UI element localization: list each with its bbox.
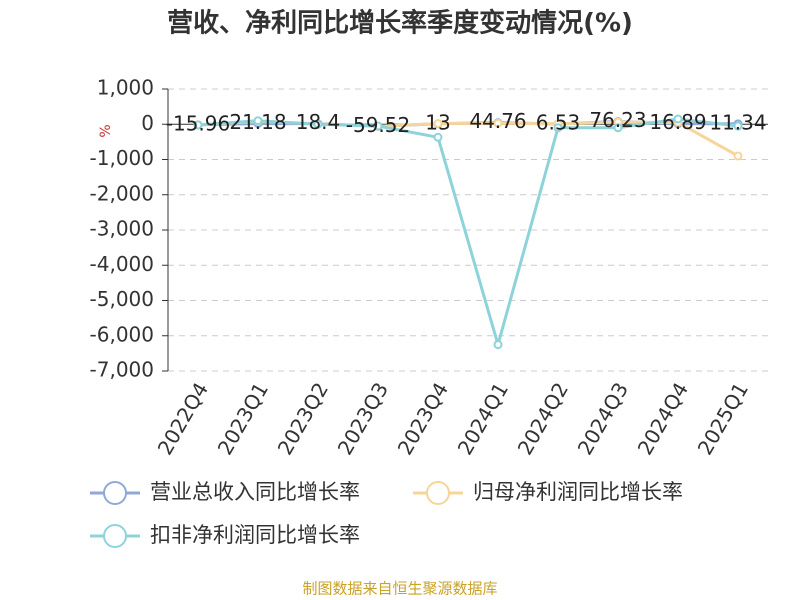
data-label: 16.89 — [649, 110, 706, 134]
x-tick-label: 2024Q3 — [573, 378, 633, 459]
data-point — [733, 151, 743, 161]
data-label: 13 — [425, 110, 450, 134]
data-point — [613, 123, 623, 133]
y-tick-label: 0 — [141, 111, 154, 135]
data-point — [673, 114, 683, 124]
legend-label: 营业总收入同比增长率 — [150, 480, 360, 504]
data-point — [553, 123, 563, 133]
legend-label: 归母净利润同比增长率 — [473, 480, 683, 504]
source-note: 制图数据来自恒生聚源数据库 — [302, 580, 497, 598]
data-label: -59.52 — [346, 113, 410, 137]
legend-marker — [426, 481, 450, 505]
data-point — [493, 340, 503, 350]
legend-label: 扣非净利润同比增长率 — [150, 523, 360, 547]
x-tick-label: 2024Q4 — [633, 378, 693, 459]
data-label: 21.18 — [229, 110, 286, 134]
y-tick-label: 1,000 — [97, 76, 154, 100]
x-tick-label: 2022Q4 — [153, 378, 213, 459]
x-tick-label: 2024Q1 — [453, 378, 513, 459]
data-point — [313, 119, 323, 129]
data-label: 44.76 — [469, 109, 526, 133]
y-tick-label: -1,000 — [90, 146, 154, 170]
series-line — [197, 117, 739, 351]
data-point — [373, 121, 383, 131]
y-tick-label: -5,000 — [90, 287, 154, 311]
data-label: 6.53 — [536, 111, 581, 135]
x-tick-label: 2024Q2 — [513, 378, 573, 459]
x-tick-label: 2023Q4 — [393, 378, 453, 459]
y-tick-label: -2,000 — [90, 181, 154, 205]
data-label: 76.23 — [589, 108, 646, 132]
x-tick-label: 2023Q3 — [333, 378, 393, 459]
data-label: 18.4 — [296, 110, 341, 134]
legend-marker — [103, 524, 127, 548]
data-label: -15.96 — [166, 111, 230, 135]
y-tick-label: -4,000 — [90, 252, 154, 276]
legend-marker — [103, 481, 127, 505]
data-point — [493, 118, 503, 128]
data-point — [433, 119, 443, 129]
y-axis-label: % — [98, 124, 114, 137]
data-point — [253, 116, 263, 126]
y-tick-label: -7,000 — [90, 358, 154, 382]
data-point — [733, 121, 743, 131]
data-label: 11.34 — [709, 110, 766, 134]
y-tick-label: -3,000 — [90, 217, 154, 241]
chart-title: 营收、净利同比增长率季度变动情况(%) — [167, 8, 633, 39]
x-tick-label: 2023Q2 — [273, 378, 333, 459]
x-tick-label: 2025Q1 — [693, 378, 753, 459]
data-point — [433, 132, 443, 142]
data-point — [193, 120, 203, 130]
x-tick-label: 2023Q1 — [213, 378, 273, 459]
y-tick-label: -6,000 — [90, 322, 154, 346]
